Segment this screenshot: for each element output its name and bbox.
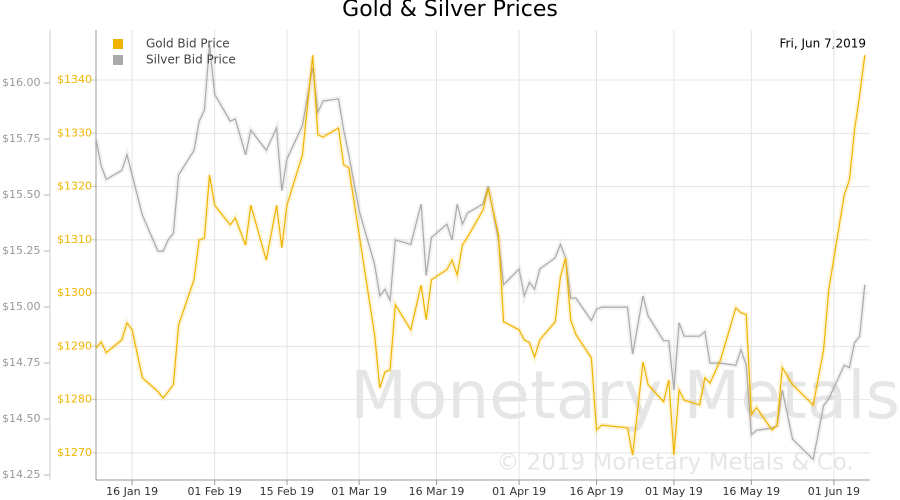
y-tick-label: $15.50 (2, 188, 41, 201)
chart-title: Gold & Silver Prices (342, 0, 558, 22)
x-tick-label: 16 Jan 19 (106, 485, 158, 498)
y-tick-label: $14.25 (2, 468, 41, 481)
x-tick-label: 01 Apr 19 (492, 485, 546, 498)
y2-tick-label: $1310 (57, 233, 92, 246)
y-tick-label: $15.75 (2, 132, 41, 145)
y2-tick-label: $1290 (57, 339, 92, 352)
x-tick-label: 01 Jun 19 (808, 485, 860, 498)
legend-label: Gold Bid Price (146, 37, 230, 51)
y2-tick-label: $1300 (57, 286, 92, 299)
copyright: © 2019 Monetary Metals & Co. (496, 450, 853, 476)
y2-tick-label: $1340 (57, 73, 92, 86)
y-tick-label: $15.00 (2, 300, 41, 313)
legend-label: Silver Bid Price (146, 53, 236, 67)
y-tick-label: $16.00 (2, 76, 41, 89)
x-tick-label: 16 May 19 (722, 485, 780, 498)
date-label: Fri, Jun 7,2019 (780, 37, 866, 51)
x-tick-label: 01 Mar 19 (331, 485, 387, 498)
y2-tick-label: $1270 (57, 446, 92, 459)
watermark: Monetary Metals (350, 357, 900, 434)
legend-swatch (113, 55, 123, 65)
legend-swatch (113, 39, 123, 49)
x-tick-label: 16 Mar 19 (409, 485, 465, 498)
y2-tick-label: $1280 (57, 393, 92, 406)
x-tick-label: 16 Apr 19 (570, 485, 624, 498)
y2-tick-label: $1330 (57, 126, 92, 139)
y2-tick-label: $1320 (57, 180, 92, 193)
x-tick-label: 01 Feb 19 (187, 485, 241, 498)
y-tick-label: $14.75 (2, 356, 41, 369)
x-tick-label: 01 May 19 (645, 485, 703, 498)
series-line (95, 44, 866, 461)
series-line (95, 54, 866, 456)
y-tick-label: $15.25 (2, 244, 41, 257)
y-tick-label: $14.50 (2, 412, 41, 425)
x-tick-label: 15 Feb 19 (260, 485, 314, 498)
